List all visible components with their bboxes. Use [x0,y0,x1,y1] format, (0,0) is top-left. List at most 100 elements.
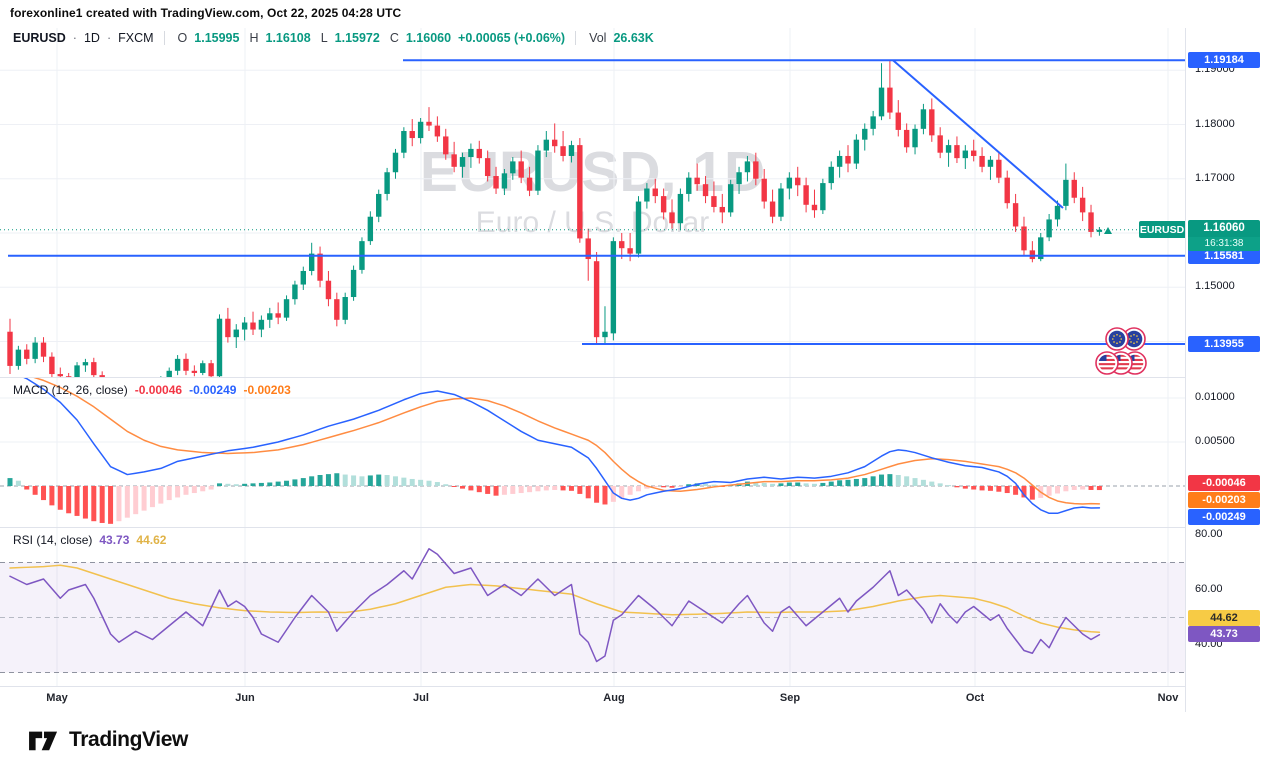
macd-histogram-bar [175,486,181,498]
candle-body [493,176,499,189]
macd-histogram-bar [426,480,432,486]
candle-body [292,284,298,300]
eu-flag-star [1137,338,1139,340]
candle-body [778,188,784,217]
tradingview-brand-text[interactable]: TradingView [69,728,188,751]
macd-histogram-bar [191,486,197,494]
volume-label: Vol [589,31,607,45]
macd-histogram-bar [518,486,524,494]
macd-histogram-bar [845,479,851,486]
macd-histogram-bar [527,486,533,493]
macd-histogram-bar [661,486,667,488]
candle-body [979,155,985,167]
macd-histogram-bar [636,486,641,492]
candle-body [434,125,441,137]
candle-body [1088,212,1094,232]
candle-body [887,87,893,113]
macd-histogram-bar [912,478,918,486]
candle-body [669,212,675,224]
bar-countdown: 16:31:38 [1188,237,1260,252]
candle-body [1012,203,1019,227]
macd-histogram-bar [384,475,390,486]
candle-body [1038,237,1044,260]
macd-signal-value: -0.00203 [243,383,291,397]
macd-histogram-bar [703,483,709,486]
candle-body [769,201,776,217]
pane-separator [0,686,1264,687]
macd-histogram-bar [351,475,357,486]
candle-body [1054,205,1061,220]
candle-body [376,193,382,217]
macd-histogram-bar [1080,486,1086,490]
candle-body [744,161,751,173]
macd-histogram-bar [1029,486,1035,500]
macd-histogram-bar [962,486,968,489]
macd-histogram-bar [811,483,817,486]
current-price-value: 1.16060 [1188,220,1260,238]
candle-body [208,363,214,377]
rsi-title: RSI (14, close) [13,533,93,547]
pane-separator[interactable] [0,377,1264,378]
pane-separator[interactable] [0,527,1264,528]
macd-histogram-bar [342,474,348,486]
candle-body [476,148,482,159]
macd-histogram-bar [32,486,38,495]
macd-histogram-bar [954,486,960,488]
price-tick-label: 1.17000 [1195,171,1235,184]
candle-body [342,297,348,320]
candle-body [836,155,843,167]
macd-histogram-bar [1063,486,1069,492]
candle-body [677,193,684,224]
rsi-tick-label: 60.00 [1195,583,1223,595]
last-price-marker [1104,227,1112,234]
candle-body [283,299,290,318]
eu-flag-star [1113,341,1115,343]
time-scale[interactable]: May Jun Jul Aug Sep Oct Nov [0,686,1185,712]
rsi-tick-label: 80.00 [1195,528,1223,540]
macd-histogram-bar [837,480,843,486]
candle-body [686,177,692,194]
candle-body [443,136,449,155]
candle-body [543,139,550,151]
candle-body [1079,197,1086,213]
macd-histogram-bar [233,484,239,486]
macd-histogram-bar [166,486,172,501]
candle-body [216,318,223,377]
candle-body [912,128,918,148]
macd-histogram-bar [820,482,826,486]
rsi-band [0,562,1185,673]
legend-divider [163,31,165,45]
macd-histogram-bar [15,480,21,486]
macd-histogram-bar [200,486,206,492]
macd-histogram-bar [786,482,792,486]
price-chart-pane[interactable] [0,28,1185,378]
eu-flag-star [1119,335,1121,337]
macd-histogram-bar [82,486,88,519]
candle-body [384,172,390,194]
macd-histogram-bar [560,486,566,491]
price-scale[interactable]: 1.16060 16:31:38 1.19000 1.18000 1.17000 1.… [1186,28,1264,712]
rsi-pane[interactable] [0,528,1185,686]
eu-flag-star [1130,335,1132,337]
candle-body [417,121,424,139]
candle-body [275,313,281,318]
macd-histogram-bar [577,486,583,494]
low-value: 1.15972 [334,31,380,45]
macd-histogram-bar [937,483,943,486]
tradingview-logo-icon[interactable] [28,726,60,754]
candle-body [57,374,63,377]
macd-histogram-bar [803,483,809,486]
eu-flag-star [1112,338,1114,340]
macd-histogram-bar [594,486,600,503]
candle-body [560,146,566,156]
candle-body [652,188,658,197]
candle-body [183,358,189,371]
eu-flag-star [1130,341,1132,343]
change-value: +0.00065 (+0.06%) [458,31,566,45]
macd-histogram-bar [761,482,767,486]
macd-pane[interactable] [0,378,1185,528]
macd-histogram-bar [49,486,55,506]
candle-body [920,109,927,129]
candle-body [702,184,709,197]
macd-histogram-bar [434,482,440,486]
